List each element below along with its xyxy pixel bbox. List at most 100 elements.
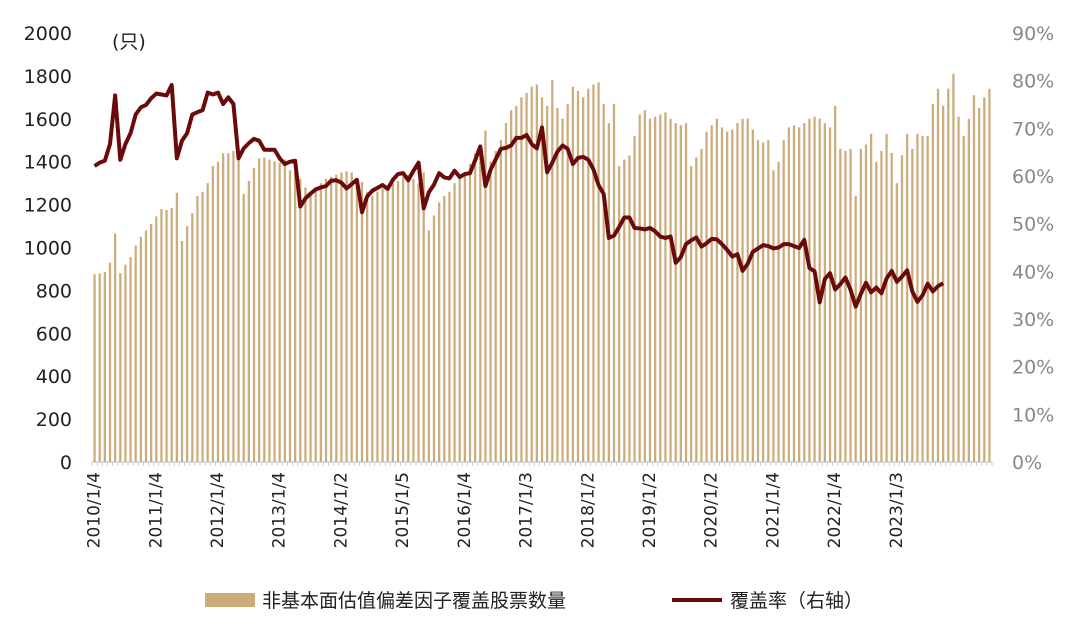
bar	[468, 163, 472, 462]
bar	[720, 127, 724, 462]
bar	[988, 88, 991, 463]
bar	[859, 148, 862, 462]
bar	[314, 189, 317, 462]
x-tick-label: 2017/1/3	[517, 472, 537, 548]
bar	[710, 125, 713, 463]
bar	[273, 161, 276, 462]
bar	[885, 133, 888, 462]
bar	[144, 230, 148, 462]
bar	[499, 140, 502, 462]
bar	[936, 88, 940, 463]
bar	[324, 178, 328, 463]
bar	[952, 73, 955, 462]
bar	[582, 97, 585, 462]
legend-swatch-bar	[205, 593, 255, 607]
bar	[705, 131, 708, 463]
bar	[443, 196, 446, 462]
y-right-tick-label: 0%	[1012, 452, 1042, 474]
bar	[360, 182, 364, 462]
bar	[129, 257, 132, 462]
bar	[756, 140, 760, 462]
y-left-tick-label: 1000	[24, 238, 72, 260]
y-right-tick-label: 90%	[1012, 23, 1054, 45]
bar	[206, 183, 209, 462]
y-left-tick-label: 1400	[24, 152, 72, 174]
bar	[762, 142, 765, 462]
bar	[906, 133, 909, 462]
bar	[402, 176, 405, 462]
bar	[371, 196, 374, 462]
bar	[453, 183, 456, 462]
bar	[458, 176, 461, 462]
bar	[921, 135, 924, 462]
bar	[525, 93, 528, 462]
bar	[283, 159, 286, 462]
bar	[175, 192, 178, 463]
bar	[299, 178, 302, 463]
bar	[427, 230, 430, 462]
bar	[504, 123, 508, 462]
y-axis-left: 0 200 400 600 800 1000 1200 1400 1600 1800 2000	[24, 23, 72, 474]
bar	[222, 153, 225, 462]
bar	[150, 223, 153, 462]
bar	[376, 191, 379, 463]
bar	[494, 150, 497, 463]
y-left-tick-label: 1200	[24, 195, 72, 217]
bar	[93, 274, 96, 462]
y-left-tick-label: 0	[60, 452, 72, 474]
legend-label-bar: 非基本面估值偏差因子覆盖股票数量	[262, 590, 566, 612]
bar	[746, 118, 749, 463]
y-left-tick-label: 600	[36, 323, 72, 345]
bar	[515, 105, 518, 463]
bar	[139, 236, 142, 462]
bar	[98, 273, 101, 462]
coverage-rate-line	[93, 82, 945, 309]
bar	[237, 153, 240, 462]
y-right-tick-label: 50%	[1012, 214, 1054, 236]
x-tick-label: 2014/1/2	[331, 472, 351, 548]
bar	[648, 118, 652, 463]
bar	[417, 183, 420, 462]
bar	[957, 116, 960, 463]
bar	[684, 123, 688, 462]
y-right-tick-label: 20%	[1012, 357, 1054, 379]
bar	[252, 168, 256, 462]
x-tick-label: 2021/1/4	[763, 472, 783, 548]
bar	[432, 215, 436, 462]
bar	[900, 155, 904, 462]
bar	[659, 114, 662, 462]
bar	[623, 159, 626, 462]
bar	[114, 233, 117, 462]
bar	[592, 84, 595, 462]
bar	[438, 202, 441, 462]
bar	[828, 127, 832, 462]
bar	[839, 148, 842, 462]
bar	[864, 144, 868, 463]
bar	[566, 103, 569, 462]
bar	[103, 272, 106, 462]
x-tick-label: 2013/1/4	[270, 472, 290, 548]
bar	[108, 262, 112, 462]
bar	[777, 161, 780, 462]
y-left-tick-label: 200	[36, 409, 72, 431]
bar	[967, 118, 970, 463]
bar	[854, 196, 857, 462]
bar	[474, 153, 477, 462]
bar	[463, 173, 466, 462]
bar	[597, 82, 600, 462]
bar	[268, 159, 271, 462]
bar	[165, 209, 168, 462]
bar	[391, 183, 394, 462]
bar	[381, 188, 384, 462]
bar	[350, 172, 353, 463]
bar	[767, 140, 770, 462]
bar	[787, 127, 790, 462]
bar-series	[93, 73, 991, 463]
bar	[530, 86, 533, 463]
bar	[540, 97, 544, 462]
bar	[782, 140, 785, 462]
bar	[340, 172, 343, 463]
bar	[160, 208, 163, 462]
bar	[870, 133, 873, 462]
